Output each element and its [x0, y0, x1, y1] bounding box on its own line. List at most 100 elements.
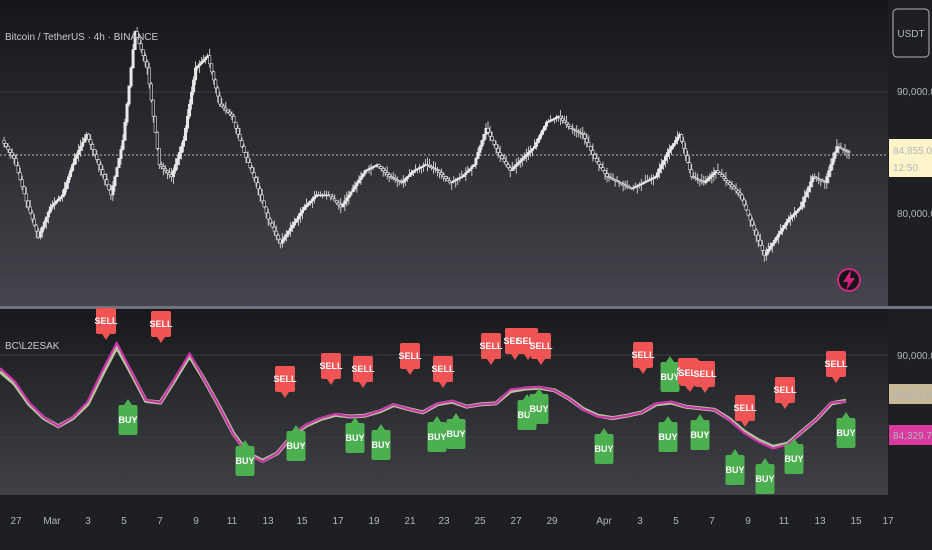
candle-body	[623, 184, 627, 187]
candle-body	[93, 149, 97, 155]
candle-body	[704, 180, 708, 184]
candle-body	[492, 140, 496, 145]
time-tick: 3	[85, 516, 91, 527]
candle-body	[728, 182, 732, 186]
candle-body	[708, 176, 712, 180]
currency-badge[interactable]: USDT	[892, 8, 930, 58]
signal-label: BUY	[658, 432, 677, 442]
candle-body	[778, 230, 782, 235]
candle-body	[797, 208, 801, 212]
candle-body	[421, 165, 425, 167]
candle-body	[405, 176, 409, 180]
signal-label: SELL	[678, 368, 702, 378]
candle-body	[329, 194, 333, 198]
candle-body	[444, 176, 448, 180]
candle-body	[345, 197, 349, 202]
candle-body	[385, 172, 389, 175]
time-tick: 9	[193, 516, 199, 527]
candle-body	[770, 242, 774, 247]
candle-body	[349, 191, 353, 196]
candle-body	[611, 178, 615, 181]
candle-body	[563, 119, 567, 123]
candle-body	[52, 202, 56, 206]
candle-body	[71, 164, 75, 171]
candle-body	[242, 146, 246, 153]
candle-body	[436, 169, 440, 171]
candle-body	[14, 158, 18, 166]
indicator-title: BC\L2ESAK	[5, 341, 60, 352]
candle-body	[696, 178, 700, 181]
candle-body	[468, 168, 472, 171]
candle-body	[413, 169, 417, 171]
candle-body	[512, 166, 516, 169]
candle-body	[252, 172, 256, 179]
time-axis-band	[0, 495, 888, 550]
price-axis[interactable]	[888, 0, 932, 550]
candle-body	[809, 181, 813, 188]
candle-body	[544, 121, 548, 127]
candle-body	[724, 178, 728, 182]
candle-body	[395, 179, 399, 182]
candle-body	[186, 115, 190, 129]
candle-body	[200, 61, 204, 65]
candle-body	[309, 200, 313, 204]
candle-body	[827, 170, 831, 177]
candle-body	[674, 140, 678, 144]
time-tick: 7	[709, 516, 715, 527]
candle-body	[165, 170, 169, 173]
candle-body	[742, 199, 746, 206]
candle-body	[403, 178, 407, 182]
candle-body	[337, 202, 341, 206]
signal-label: SELL	[503, 336, 527, 346]
candle-body	[768, 245, 772, 250]
candle-body	[647, 179, 651, 182]
candle-body	[740, 194, 744, 201]
candle-body	[155, 132, 159, 149]
candle-body	[184, 128, 188, 141]
time-tick: 11	[227, 516, 238, 527]
candle-body	[44, 216, 48, 223]
candle-body	[298, 212, 302, 217]
candle-body	[524, 154, 528, 157]
candle-body	[476, 152, 480, 159]
candle-body	[276, 234, 280, 240]
candle-body	[637, 184, 641, 187]
candle-body	[686, 155, 690, 163]
signal-label: SELL	[529, 341, 553, 351]
candle-body	[478, 146, 482, 153]
candle-body	[748, 214, 752, 221]
candle-body	[208, 55, 212, 65]
current-price-badge: 84,855.01 12:50	[889, 139, 932, 177]
candle-body	[210, 63, 214, 73]
candle-body	[363, 170, 367, 174]
signal-label: BUY	[784, 454, 803, 464]
candle-body	[119, 149, 123, 159]
candle-body	[250, 167, 254, 173]
candle-body	[450, 181, 454, 184]
candle-body	[486, 128, 490, 133]
candle-body	[411, 170, 415, 173]
candle-body	[504, 161, 508, 165]
signal-label: SELL	[773, 385, 797, 395]
candle-body	[780, 227, 784, 232]
signal-label: BUY	[345, 433, 364, 443]
candle-body	[534, 142, 538, 147]
candle-body	[593, 154, 597, 159]
candle-body	[46, 211, 50, 218]
candle-body	[516, 162, 520, 165]
signal-label: BUY	[690, 430, 709, 440]
candle-body	[494, 144, 498, 149]
candle-body	[547, 120, 551, 123]
candle-body	[490, 136, 494, 141]
price-pane[interactable]	[0, 0, 888, 306]
candle-body	[141, 49, 145, 57]
candle-body	[430, 166, 434, 168]
buy-signal: BUY	[594, 428, 614, 464]
candle-body	[428, 165, 432, 167]
lightning-icon[interactable]	[837, 268, 861, 292]
candle-body	[75, 154, 79, 159]
candle-body	[663, 156, 667, 161]
candle-body	[147, 67, 151, 85]
candle-body	[460, 176, 464, 179]
